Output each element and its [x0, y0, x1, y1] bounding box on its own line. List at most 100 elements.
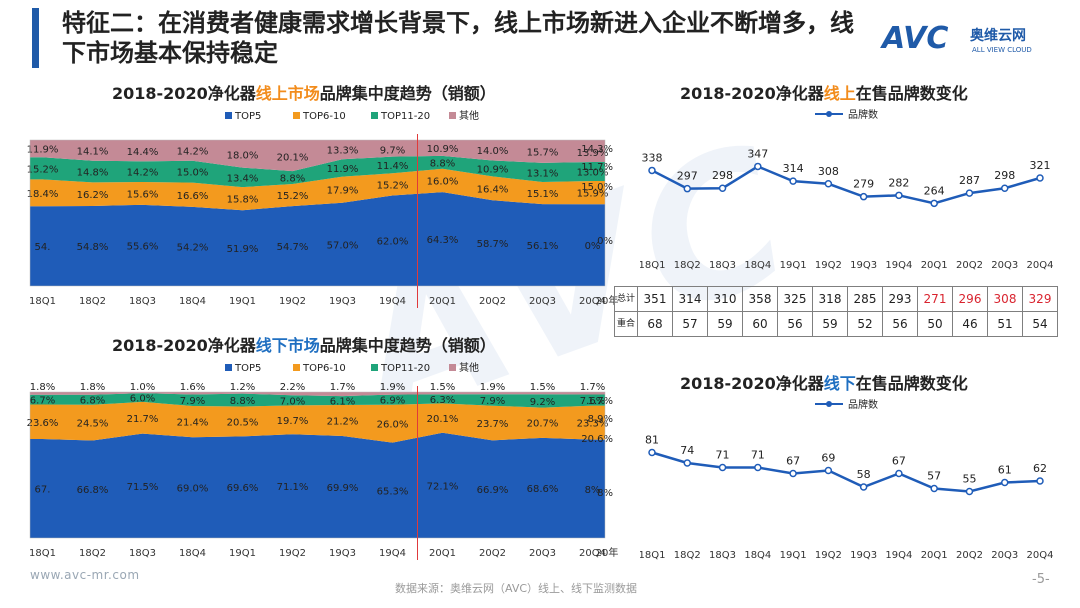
data-label: 71 [751, 449, 765, 462]
brand-count-table: 总计 351 314 310 358 325 318 285 293 271 296 308 329 … [614, 286, 1058, 337]
data-label: 14.2% [127, 168, 159, 179]
x-tick-label: 20Q1 [921, 260, 948, 271]
table-cell: 325 [777, 286, 813, 312]
title-part: 2018-2020净化器 [112, 84, 256, 103]
legend-label: TOP6-10 [302, 363, 346, 374]
data-label: 338 [642, 151, 663, 164]
data-label: 71 [716, 449, 730, 462]
data-point [754, 162, 762, 171]
table-cell: 318 [812, 286, 848, 312]
table-cell: 68 [637, 311, 673, 337]
legend-swatch [371, 364, 378, 371]
data-label: 61 [998, 464, 1012, 477]
data-point [1036, 174, 1044, 182]
data-label: 67 [786, 455, 800, 468]
data-label: 15.1% [527, 189, 559, 200]
data-label: 264 [924, 184, 945, 197]
legend-swatch [225, 364, 232, 371]
plot-frame [29, 391, 606, 539]
data-label: 16.2% [77, 190, 109, 201]
edge-label: 14.3% [581, 144, 613, 155]
data-point [895, 191, 903, 200]
data-label: 7.9% [480, 396, 505, 407]
data-label: 18.0% [227, 150, 259, 161]
data-label: 15.6% [127, 189, 159, 200]
area-TOP11-20 [30, 393, 605, 408]
title-part: 在售品牌数变化 [855, 374, 968, 393]
x-tick-label: 18Q4 [179, 296, 206, 307]
data-label: 1.0% [130, 382, 155, 393]
data-label: 15.0% [177, 168, 209, 179]
x-tick-label: 19Q3 [850, 260, 877, 271]
data-label: 8.8% [430, 158, 455, 169]
data-label: 6.1% [330, 397, 355, 408]
x-tick-label: 19Q2 [279, 548, 306, 559]
title-highlight: 线下市场 [255, 336, 320, 355]
table-cell: 56 [882, 311, 918, 337]
data-label: 1.5% [530, 382, 555, 393]
edge-label: 1.7% [588, 396, 613, 407]
data-label: 308 [818, 165, 839, 178]
data-point [824, 466, 833, 475]
x-tick-label: 20Q4 [1027, 260, 1054, 271]
x-tick-label: 20Q3 [529, 296, 556, 307]
x-tick-label: 20Q3 [991, 550, 1018, 561]
x-tick-label: 20Q1 [921, 550, 948, 561]
legend-swatch [293, 112, 300, 119]
data-label: 11.9% [27, 145, 59, 156]
data-label: 51.9% [227, 244, 259, 255]
avc-logo: AVC 奥维云网 ALL VIEW CLOUD [880, 21, 1032, 56]
page-title: 特征二：在消费者健康需求增长背景下，线上市场新进入企业不断增多，线下市场基本保持… [62, 9, 854, 67]
page-number: -5- [1032, 572, 1050, 587]
x-tick-label: 20Q4 [579, 296, 606, 307]
data-point [965, 189, 974, 197]
logo-mark-text: AVC [880, 21, 948, 56]
data-point [1000, 478, 1009, 487]
data-label: 71.1% [277, 482, 309, 493]
x-tick-label: 20Q3 [529, 548, 556, 559]
x-tick-label: 19Q4 [885, 260, 912, 271]
row-label-total: 总计 [614, 286, 638, 312]
data-label: 81 [645, 434, 659, 447]
data-label: 13.3% [327, 146, 359, 157]
data-label: 15.2% [27, 164, 59, 175]
edge-label: 8.9% [588, 414, 613, 425]
data-label: 24.5% [77, 419, 109, 430]
data-label: 54. [35, 242, 51, 253]
data-label: 21.4% [177, 418, 209, 429]
title-highlight: 线上市场 [255, 84, 320, 103]
data-label: 7.6% [580, 396, 605, 407]
data-label: 14.8% [77, 168, 109, 179]
title-highlight: 线上 [823, 84, 856, 103]
x-tick-label: 18Q2 [79, 548, 106, 559]
x-tick-label: 19Q1 [229, 296, 256, 307]
table-cell: 52 [847, 311, 883, 337]
x-tick-label: 18Q2 [674, 550, 701, 561]
x-tick-label: 20Q4 [579, 548, 606, 559]
x-tick-label: 20Q2 [956, 260, 983, 271]
x-tick-label: 20Q2 [479, 548, 506, 559]
legend-label: 品牌数 [848, 108, 878, 121]
data-label: 1.8% [30, 382, 55, 393]
data-point [930, 484, 938, 493]
area-TOP6-10 [30, 401, 605, 443]
data-point [789, 469, 797, 478]
x-tick-label: 20年 [596, 546, 619, 559]
data-point [648, 166, 656, 175]
table-cell: 46 [952, 311, 988, 337]
data-point [859, 192, 868, 201]
legend-label: TOP5 [234, 363, 261, 374]
data-label: 13.1% [527, 168, 559, 179]
data-label: 6.3% [430, 395, 455, 406]
title-part: 2018-2020净化器 [680, 84, 824, 103]
legend-marker [826, 401, 832, 407]
data-label: 69.6% [227, 483, 259, 494]
title-part: 2018-2020净化器 [680, 374, 824, 393]
data-label: 14.4% [127, 147, 159, 158]
x-tick-label: 18Q1 [29, 548, 56, 559]
row-label-overlap: 重合 [614, 311, 638, 337]
table-cell: 59 [707, 311, 743, 337]
data-point [683, 184, 692, 193]
data-label: 20.1% [277, 152, 309, 163]
data-label: 347 [747, 147, 768, 160]
